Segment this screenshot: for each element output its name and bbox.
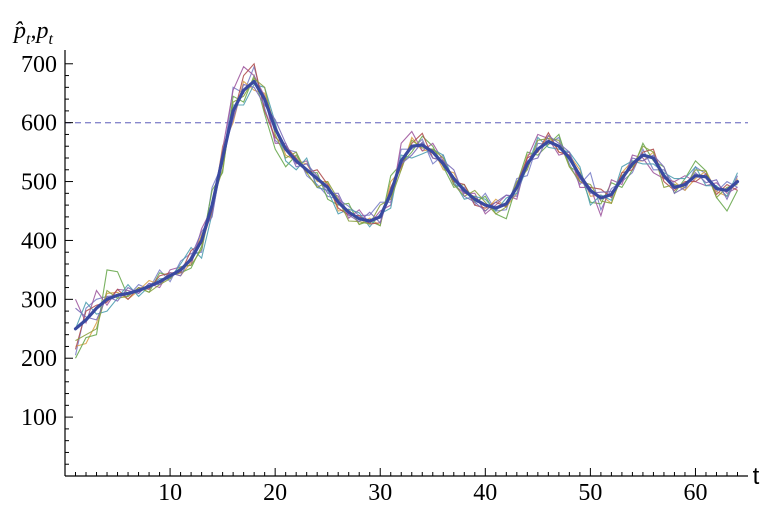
y-title-sub1: t — [26, 31, 31, 48]
sample-series-line — [74, 83, 739, 330]
x-tick-label: 40 — [473, 480, 497, 506]
axes — [64, 50, 748, 477]
sample-series-line — [75, 83, 739, 321]
y-tick-label: 300 — [21, 287, 57, 313]
y-tick-label: 400 — [21, 228, 57, 254]
mean-series-line — [73, 79, 740, 331]
sample-series-line — [75, 80, 738, 347]
x-tick-label: 60 — [683, 480, 707, 506]
y-axis-title: p̂t,pt — [12, 18, 53, 48]
sample-series-line — [74, 62, 738, 350]
x-tick-label: 10 — [158, 480, 182, 506]
tick-labels: 10 20 30 40 50 60 100 200 300 400 500 600 700 — [21, 52, 707, 506]
x-tick-label: 20 — [263, 480, 287, 506]
tick-marks — [65, 63, 738, 476]
y-tick-label: 500 — [21, 170, 57, 196]
y-title-sep: , — [30, 18, 36, 44]
x-tick-label: 30 — [368, 480, 392, 506]
y-tick-label: 200 — [21, 346, 57, 372]
mean-series-layer — [73, 79, 740, 331]
y-tick-label: 100 — [21, 405, 57, 431]
sample-series-line — [74, 64, 738, 356]
x-tick-label: 50 — [578, 480, 602, 506]
y-tick-label: 700 — [21, 52, 57, 78]
y-title-hat: p̂ — [12, 18, 26, 44]
sample-series-line — [74, 65, 738, 325]
sample-series-layer — [74, 62, 739, 359]
sample-series-line — [75, 77, 738, 342]
x-axis-title: t — [753, 463, 760, 490]
y-tick-label: 600 — [21, 111, 57, 137]
y-title-sub2: t — [48, 31, 53, 48]
y-title-p: p — [34, 18, 48, 44]
sample-series-line — [75, 73, 738, 359]
